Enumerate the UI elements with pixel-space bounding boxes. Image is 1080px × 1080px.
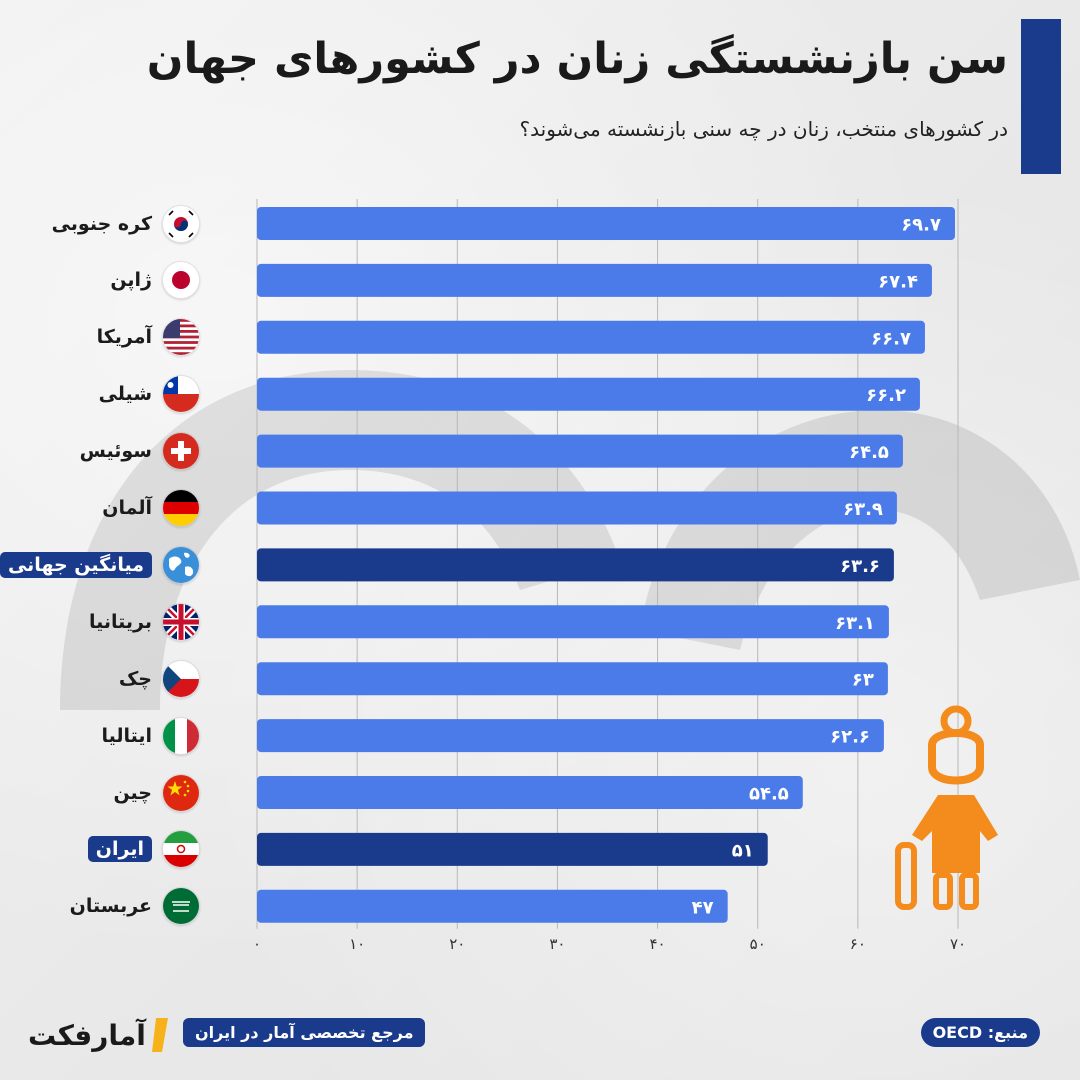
x-tick-label: ۰ — [253, 935, 261, 953]
data-label: ۶۴.۵ — [849, 442, 889, 463]
country-row: آمریکا — [96, 318, 200, 357]
country-row: ایران — [87, 830, 200, 869]
x-tick-label: ۲۰ — [449, 935, 465, 953]
data-label: ۶۶.۲ — [866, 385, 906, 406]
x-tick-label: ۱۰ — [349, 935, 365, 953]
italy-flag — [162, 716, 200, 755]
x-tick-label: ۷۰ — [950, 935, 966, 953]
country-row: میانگین جهانی — [0, 545, 200, 584]
data-label: ۵۱ — [732, 840, 754, 861]
country-row: عربستان — [69, 887, 200, 926]
country-row: شیلی — [98, 375, 200, 414]
germany-flag — [162, 489, 200, 527]
bar — [257, 207, 955, 240]
category-label: شیلی — [98, 383, 152, 406]
japan-flag — [162, 261, 200, 300]
category-label: بریتانیا — [88, 610, 152, 633]
bar — [257, 662, 888, 696]
data-label: ۶۳ — [852, 670, 874, 691]
data-label: ۶۳.۶ — [840, 556, 880, 577]
category-label: عربستان — [69, 895, 152, 918]
china-flag — [162, 773, 200, 812]
category-label: آمریکا — [96, 326, 152, 349]
saudi-flag — [162, 887, 200, 926]
category-label: میانگین جهانی — [0, 551, 152, 578]
brand-logo: آمارفکت — [28, 1015, 178, 1055]
data-label: ۶۷.۴ — [878, 271, 918, 292]
country-row: سوئیس — [79, 432, 200, 471]
country-row: آلمان — [102, 489, 200, 527]
data-label: ۶۳.۹ — [843, 499, 883, 520]
bar — [257, 263, 932, 297]
bar — [257, 320, 925, 354]
bar — [257, 434, 903, 468]
page-title: سن بازنشستگی زنان در کشورهای جهان — [146, 34, 1008, 84]
category-label: ایران — [87, 836, 152, 863]
source-badge: منبع: OECD — [920, 1018, 1040, 1047]
bar — [257, 889, 728, 923]
page-subtitle: در کشورهای منتخب، زنان در چه سنی بازنشست… — [519, 117, 1008, 141]
data-label: ۶۲.۶ — [830, 727, 870, 748]
chile-flag — [162, 375, 200, 414]
data-label: ۵۴.۵ — [749, 784, 789, 805]
uk-flag — [162, 602, 200, 641]
x-tick-label: ۶۰ — [850, 935, 866, 953]
south-korea-flag — [162, 204, 200, 243]
bar — [257, 832, 768, 866]
bar — [257, 377, 920, 411]
brand-name: آمارفکت — [28, 1018, 146, 1052]
country-row: بریتانیا — [88, 602, 200, 641]
bar — [257, 548, 894, 582]
bar — [257, 719, 884, 753]
tagline-badge: مرجع تخصصی آمار در ایران — [183, 1018, 426, 1047]
country-row: ایتالیا — [101, 716, 200, 755]
data-label: ۶۹.۷ — [901, 215, 941, 236]
category-label: چین — [113, 781, 152, 804]
bar — [257, 491, 897, 525]
data-label: ۶۶.۷ — [871, 328, 911, 349]
category-label: ایتالیا — [101, 724, 152, 747]
country-row: کره جنوبی — [51, 204, 200, 243]
switzerland-flag — [162, 432, 200, 471]
country-row: چین — [113, 773, 200, 812]
category-label: ژاپن — [110, 269, 152, 292]
globe-icon — [162, 545, 200, 584]
bar-chart: ۰ ۱۰ ۲۰ ۳۰ ۴۰ ۵۰ ۶۰ ۷۰ ۶۹.۷ ۶۷.۴ ۶۶.۷ ۶۶.۲ ۶۴.۵ ۶۳.۹ ۶… — [253, 199, 966, 953]
category-label: کره جنوبی — [51, 212, 152, 235]
x-tick-label: ۳۰ — [549, 935, 565, 953]
category-label: سوئیس — [79, 440, 152, 463]
bar — [257, 776, 803, 809]
country-row: ژاپن — [110, 261, 200, 300]
czech-flag — [162, 659, 200, 698]
iran-flag — [162, 830, 200, 869]
category-label: چک — [118, 667, 152, 690]
elderly-woman-icon — [895, 705, 998, 910]
data-label: ۴۷ — [692, 897, 714, 918]
usa-flag — [162, 318, 200, 357]
x-tick-label: ۴۰ — [650, 935, 666, 953]
country-row: چک — [118, 659, 200, 698]
x-tick-label: ۵۰ — [750, 935, 766, 953]
bar — [257, 605, 889, 639]
title-accent-bar — [1021, 19, 1061, 174]
data-label: ۶۳.۱ — [835, 613, 875, 634]
brand-mark-icon — [151, 1018, 168, 1052]
category-label: آلمان — [102, 497, 152, 519]
